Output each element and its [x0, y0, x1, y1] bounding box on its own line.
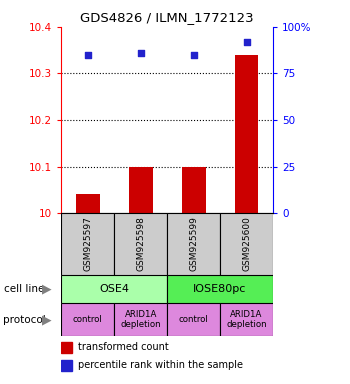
Bar [220, 213, 273, 275]
Text: GSM925600: GSM925600 [242, 217, 251, 271]
Bar [61, 342, 72, 353]
Point [85, 52, 91, 58]
Bar [76, 195, 100, 213]
Text: ▶: ▶ [42, 283, 52, 295]
Bar [61, 213, 114, 275]
Bar [61, 303, 114, 336]
Point [191, 52, 196, 58]
Text: control: control [73, 315, 103, 324]
Bar [114, 303, 167, 336]
Text: percentile rank within the sample: percentile rank within the sample [78, 360, 243, 370]
Text: transformed count: transformed count [78, 342, 168, 352]
Bar [114, 213, 167, 275]
Text: ▶: ▶ [42, 313, 52, 326]
Bar [129, 167, 153, 213]
Text: OSE4: OSE4 [99, 284, 129, 294]
Point [138, 50, 144, 56]
Text: GSM925598: GSM925598 [136, 217, 145, 271]
Bar [167, 275, 273, 303]
Bar [182, 167, 205, 213]
Text: GSM925597: GSM925597 [83, 217, 92, 271]
Text: GSM925599: GSM925599 [189, 217, 198, 271]
Bar [167, 303, 220, 336]
Text: IOSE80pc: IOSE80pc [193, 284, 247, 294]
Bar [61, 360, 72, 371]
Text: ARID1A
depletion: ARID1A depletion [226, 310, 267, 329]
Bar [167, 213, 220, 275]
Title: GDS4826 / ILMN_1772123: GDS4826 / ILMN_1772123 [80, 11, 254, 24]
Bar [61, 275, 167, 303]
Text: control: control [179, 315, 209, 324]
Text: ARID1A
depletion: ARID1A depletion [120, 310, 161, 329]
Bar [234, 55, 258, 213]
Text: cell line: cell line [4, 284, 44, 294]
Point [244, 39, 249, 45]
Text: protocol: protocol [4, 314, 46, 325]
Bar [220, 303, 273, 336]
